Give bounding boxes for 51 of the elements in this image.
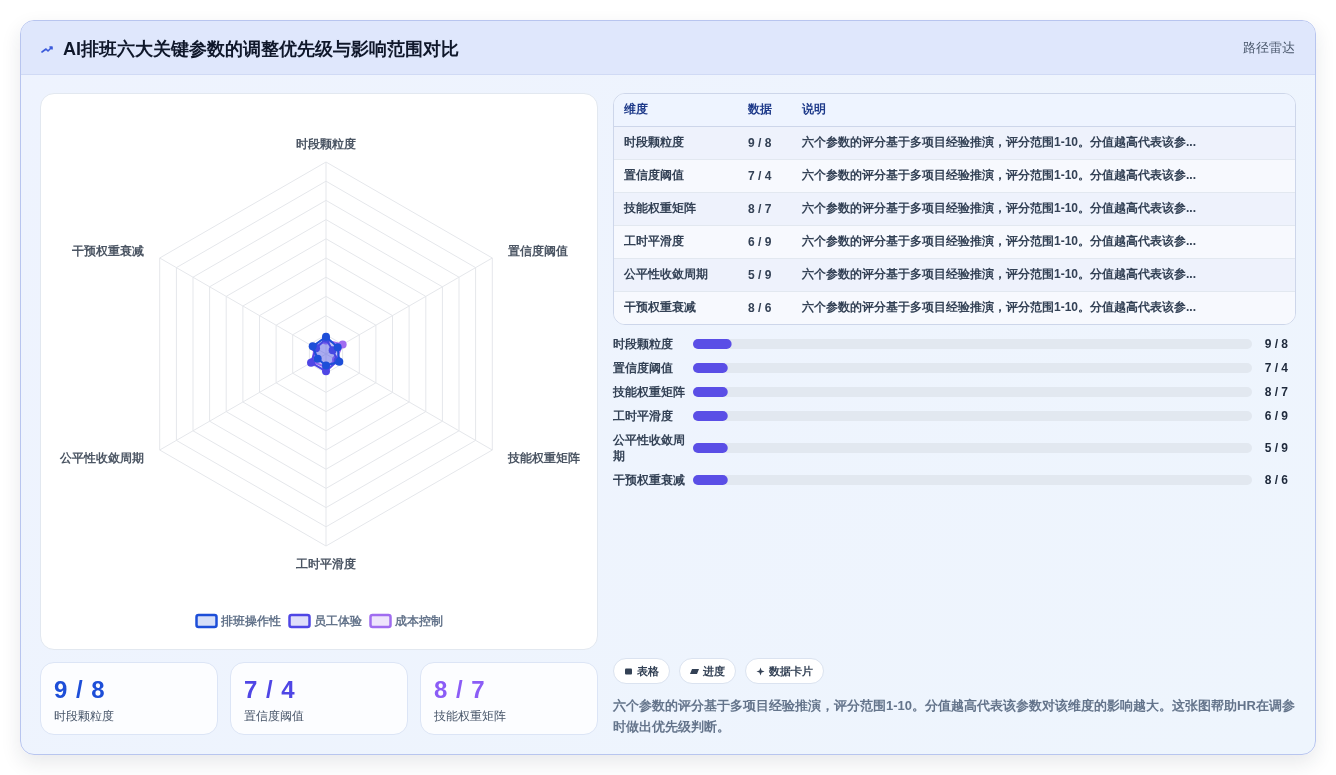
- text: 6 / 9: [1264, 409, 1288, 423]
- text: 7 / 4: [1264, 361, 1288, 375]
- spoke-label: 技能权重矩阵: [506, 450, 580, 465]
- category-label: 数据: [738, 94, 792, 126]
- y-tick-label: 置信度阈值: [613, 360, 674, 376]
- legend-label: 排班操作性: [219, 614, 281, 628]
- category-label: 置信度阈值: [244, 708, 304, 724]
- category-label: 说明: [792, 94, 1295, 126]
- text: 数据卡片: [769, 663, 813, 679]
- y-tick-label: 工时平滑度: [613, 408, 674, 424]
- text: 进度: [703, 663, 725, 679]
- legend-label: 成本控制: [393, 614, 443, 628]
- text: 6 / 9: [748, 234, 772, 249]
- text: 9 / 8: [1264, 337, 1288, 351]
- text: 5 / 9: [748, 267, 772, 282]
- text: 7 / 4: [244, 676, 296, 703]
- spoke-label: 工时平滑度: [295, 557, 356, 571]
- y-tick-label: 时段颗粒度: [613, 336, 674, 352]
- text: 六个参数的评分基于多项目经验推演，评分范围1-10。分值越高代表该参...: [802, 300, 1197, 315]
- text: 5 / 9: [1264, 441, 1288, 455]
- text: 六个参数的评分基于多项目经验推演，评分范围1-10。分值越高代表该参...: [802, 168, 1197, 182]
- text: 六个参数的评分基于多项目经验推演，评分范围1-10。分值越高代表该参...: [802, 234, 1197, 248]
- text: 干预权重衰减: [624, 300, 696, 315]
- text: 技能权重矩阵: [624, 201, 696, 215]
- category-label: 维度: [614, 94, 738, 126]
- text: 8 / 7: [434, 676, 486, 703]
- text: 表格: [637, 663, 659, 679]
- y-tick-label: 公平性收敛周期: [613, 432, 686, 464]
- text: 路径雷达: [1243, 39, 1295, 57]
- y-tick-label: 干预权重衰减: [613, 472, 686, 488]
- spoke-label: 干预权重衰减: [71, 243, 145, 258]
- category-label: 时段颗粒度: [54, 708, 114, 724]
- text: 9 / 8: [748, 135, 772, 150]
- category-label: 技能权重矩阵: [434, 708, 506, 724]
- spoke-label: 公平性收敛周期: [59, 450, 145, 465]
- text: 公平性收敛周期: [624, 267, 708, 281]
- text: 六个参数的评分基于多项目经验推演，评分范围1-10。分值越高代表该参数对该维度的影响越大。这张图帮助HR在调参时做出优先级判断。: [613, 697, 1296, 736]
- text: 9 / 8: [54, 676, 106, 703]
- text: 8 / 6: [748, 300, 772, 315]
- spoke-label: 置信度阈值: [506, 243, 568, 258]
- text: 8 / 7: [748, 201, 772, 216]
- text: 六个参数的评分基于多项目经验推演，评分范围1-10。分值越高代表该参...: [802, 267, 1197, 281]
- text: 8 / 6: [1264, 473, 1288, 487]
- text: 六个参数的评分基于多项目经验推演，评分范围1-10。分值越高代表该参...: [802, 201, 1197, 215]
- spoke-label: 时段颗粒度: [296, 137, 356, 151]
- legend-label: 员工体验: [313, 614, 363, 628]
- y-tick-label: 技能权重矩阵: [613, 384, 686, 400]
- text: AI排班六大关键参数的调整优先级与影响范围对比: [63, 38, 459, 61]
- text: 六个参数的评分基于多项目经验推演，评分范围1-10。分值越高代表该参...: [802, 135, 1197, 149]
- text: 8 / 7: [1264, 385, 1288, 399]
- text: 7 / 4: [748, 168, 772, 183]
